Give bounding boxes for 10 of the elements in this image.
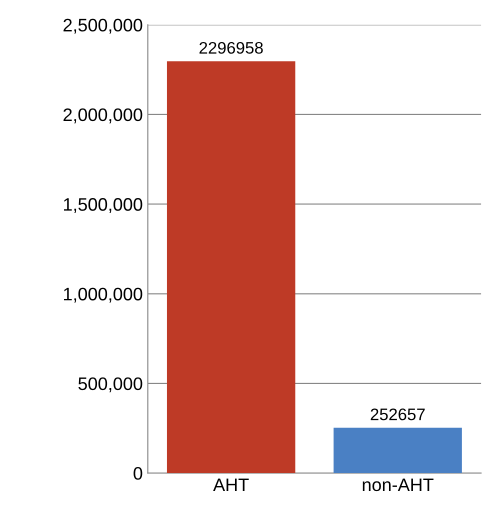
- y-tick-label: 2,500,000: [64, 18, 142, 34]
- y-tick-label: 2,000,000: [64, 108, 142, 124]
- x-tick-label: non-AHT: [362, 478, 434, 492]
- y-tick-label: 500,000: [78, 377, 142, 392]
- x-tick-label: AHT: [213, 478, 249, 491]
- y-tick-label: 0: [134, 466, 142, 480]
- y-tick-label: 1,000,000: [64, 288, 142, 303]
- data-label: 252657: [370, 408, 425, 420]
- y-tick-label: 1,500,000: [64, 198, 142, 213]
- data-label: 2296958: [200, 42, 263, 54]
